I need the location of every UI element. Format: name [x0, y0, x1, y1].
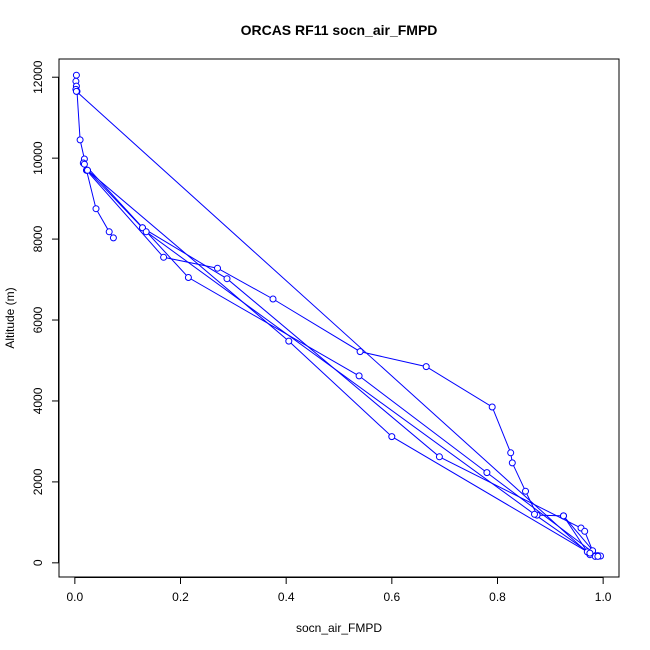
- y-tick-label: 4000: [31, 387, 45, 414]
- data-point: [214, 264, 221, 272]
- x-tick-label: 0.8: [489, 590, 506, 604]
- x-tick-label: 0.0: [67, 590, 84, 604]
- data-point: [483, 469, 491, 477]
- series-line: [86, 169, 596, 557]
- data-point: [109, 234, 117, 242]
- data-point: [72, 87, 80, 95]
- data-point: [76, 136, 84, 144]
- x-tick-label: 0.4: [278, 590, 295, 604]
- y-tick-label: 8000: [31, 225, 45, 252]
- x-axis: 0.0 0.2 0.4 0.6 0.8 1.0: [67, 577, 612, 604]
- y-tick-label: 6000: [31, 306, 45, 333]
- data-point: [184, 274, 192, 281]
- data-point: [285, 337, 293, 345]
- data-point: [508, 459, 516, 467]
- data-point: [160, 253, 168, 261]
- data-point: [586, 549, 594, 557]
- data-point: [72, 71, 80, 79]
- data-point: [560, 512, 567, 520]
- x-axis-title: socn_air_FMPD: [296, 621, 382, 635]
- data-point: [488, 403, 496, 411]
- y-tick-label: 12000: [31, 60, 45, 94]
- data-point: [355, 372, 363, 380]
- data-point: [581, 527, 589, 535]
- plot-points: [72, 71, 604, 560]
- x-tick-label: 1.0: [595, 590, 612, 604]
- y-axis-title: Altitude (m): [3, 287, 17, 348]
- data-point: [356, 348, 364, 356]
- y-tick-label: 10000: [31, 141, 45, 175]
- y-tick-label: 2000: [31, 468, 45, 495]
- chart-title: ORCAS RF11 socn_air_FMPD: [241, 22, 438, 38]
- data-point: [105, 228, 113, 236]
- data-point: [223, 275, 231, 283]
- data-point: [522, 487, 529, 495]
- data-point: [507, 449, 515, 457]
- x-tick-label: 0.6: [383, 590, 400, 604]
- data-point: [80, 160, 88, 168]
- plot-frame: [58, 58, 620, 578]
- data-point: [388, 433, 396, 441]
- data-point: [142, 228, 150, 236]
- data-point: [92, 205, 100, 213]
- data-point: [84, 166, 91, 174]
- data-point: [422, 363, 430, 371]
- x-tick-label: 0.2: [172, 590, 189, 604]
- y-tick-label: 0: [31, 559, 45, 566]
- data-point: [435, 453, 443, 461]
- data-point: [269, 295, 277, 303]
- series-line: [87, 169, 596, 557]
- data-point: [594, 552, 602, 560]
- data-point: [531, 510, 538, 518]
